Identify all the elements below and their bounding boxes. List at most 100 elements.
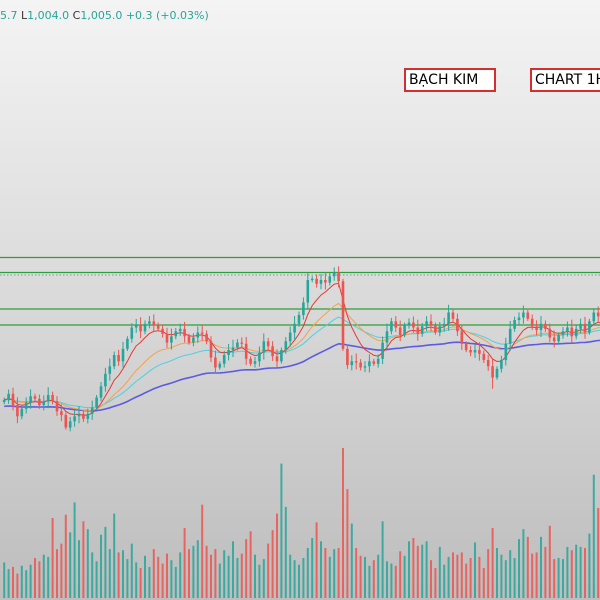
candle-body bbox=[139, 325, 142, 332]
candle bbox=[522, 305, 525, 324]
candle bbox=[99, 382, 103, 402]
candle-body bbox=[192, 337, 195, 343]
candle-body bbox=[403, 325, 406, 335]
volume-bar bbox=[496, 548, 498, 598]
candle bbox=[420, 322, 424, 337]
volume-bar bbox=[86, 529, 89, 598]
timeframe-label: CHART 1H bbox=[530, 68, 600, 92]
volume-bar bbox=[25, 570, 28, 598]
candle-body bbox=[513, 320, 516, 329]
candle-body bbox=[548, 328, 552, 338]
candle-body bbox=[354, 361, 358, 363]
volume-bar bbox=[148, 566, 151, 598]
volume-bar bbox=[570, 550, 573, 598]
candle-body bbox=[504, 343, 508, 361]
volume-bar bbox=[47, 556, 50, 598]
candle-body bbox=[148, 321, 151, 324]
volume-bar bbox=[205, 545, 208, 598]
candle bbox=[491, 359, 494, 389]
candle bbox=[495, 366, 499, 380]
candle bbox=[152, 314, 156, 332]
volume-bar bbox=[597, 508, 600, 598]
volume-bar bbox=[29, 564, 32, 598]
low-key: L bbox=[21, 9, 28, 22]
volume-bar bbox=[34, 558, 36, 598]
volume-bar bbox=[359, 555, 362, 598]
candle bbox=[271, 341, 274, 361]
candle bbox=[130, 323, 134, 343]
volume-bar bbox=[474, 542, 476, 598]
candle bbox=[227, 344, 230, 361]
volume-bar bbox=[130, 543, 133, 598]
volume-bar bbox=[166, 553, 168, 598]
volume-bar bbox=[201, 504, 204, 598]
candle bbox=[7, 389, 10, 404]
candle bbox=[403, 322, 406, 338]
candle-body bbox=[156, 325, 160, 329]
candle bbox=[134, 319, 138, 333]
candle bbox=[557, 332, 560, 344]
volume-bar bbox=[328, 556, 331, 598]
volume-bar bbox=[394, 565, 397, 598]
candle-body bbox=[552, 337, 556, 342]
candle bbox=[359, 359, 362, 371]
candle-body bbox=[82, 413, 85, 419]
candle-body bbox=[539, 323, 543, 331]
candle-body bbox=[126, 338, 129, 349]
candle bbox=[29, 389, 32, 409]
candle-body bbox=[262, 341, 266, 353]
volume-bar bbox=[188, 549, 190, 598]
candle-body bbox=[363, 366, 367, 368]
candle-body bbox=[143, 323, 147, 332]
candle bbox=[412, 316, 415, 333]
candle bbox=[570, 319, 574, 344]
volume-bar bbox=[408, 541, 410, 598]
volume-bar bbox=[240, 553, 243, 598]
candle bbox=[20, 405, 24, 420]
volume-bar bbox=[320, 541, 322, 598]
candlesticks bbox=[2, 266, 600, 432]
candle-body bbox=[486, 360, 490, 367]
volume-bar bbox=[452, 552, 454, 598]
candle bbox=[332, 267, 336, 281]
candle bbox=[209, 336, 213, 363]
volume-bar bbox=[526, 536, 529, 598]
candle bbox=[214, 350, 217, 374]
candle-body bbox=[95, 397, 98, 408]
candle-body bbox=[306, 280, 310, 303]
candle-body bbox=[315, 278, 318, 284]
candle bbox=[535, 320, 538, 336]
candle bbox=[328, 272, 332, 286]
candle-body bbox=[592, 312, 596, 322]
candle bbox=[306, 273, 310, 309]
volume-bar bbox=[227, 555, 230, 598]
candle bbox=[482, 350, 486, 363]
candle-body bbox=[130, 327, 134, 339]
candle bbox=[275, 349, 279, 368]
candle bbox=[187, 333, 191, 345]
candle-body bbox=[73, 416, 76, 422]
candle-body bbox=[359, 362, 362, 368]
close-value: 1,005.0 bbox=[80, 9, 123, 22]
candle bbox=[588, 318, 591, 335]
volume-bar bbox=[280, 463, 283, 598]
volume-bar bbox=[544, 546, 547, 598]
volume-bar bbox=[174, 566, 177, 598]
volume-bar bbox=[381, 521, 384, 598]
candle bbox=[561, 327, 565, 339]
candle-body bbox=[579, 323, 582, 329]
candle-body bbox=[222, 355, 226, 364]
candle bbox=[469, 345, 472, 357]
candle-body bbox=[266, 341, 270, 347]
candle bbox=[112, 351, 116, 370]
candle-body bbox=[236, 342, 239, 348]
candle bbox=[429, 314, 433, 332]
candle-body bbox=[288, 332, 292, 342]
volume-bar bbox=[3, 562, 6, 598]
candle bbox=[539, 316, 543, 337]
candle bbox=[583, 316, 587, 339]
volume-bar bbox=[469, 558, 472, 598]
volume-bar bbox=[302, 558, 305, 598]
change-value: +0.3 (+0.03%) bbox=[125, 9, 209, 22]
